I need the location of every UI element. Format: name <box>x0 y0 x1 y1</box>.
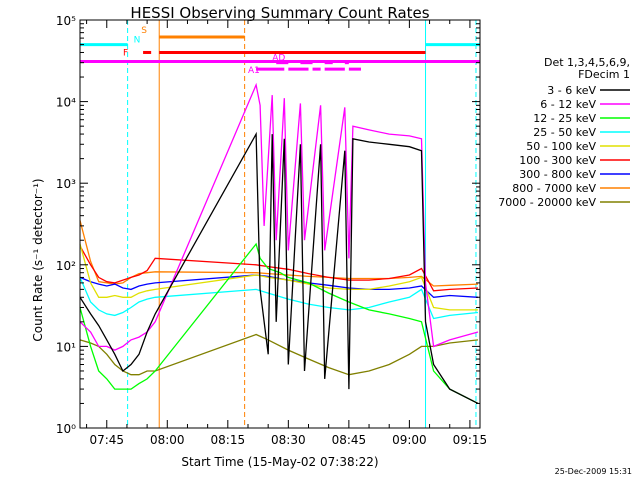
x-tick-label: 09:15 <box>453 433 488 447</box>
legend-label: 300 - 800 keV <box>519 168 596 181</box>
series-line-9 <box>79 131 479 404</box>
legend-label: 7000 - 20000 keV <box>498 196 596 209</box>
legend-label: 50 - 100 keV <box>526 140 596 153</box>
axes: 10⁰ 10¹ 10² 10³ 10⁴ 10⁵ 07:45 08:00 08:15 08:30 08… <box>56 14 487 447</box>
x-tick-label: 08:30 <box>271 433 306 447</box>
legend-label: 6 - 12 keV <box>540 98 596 111</box>
x-tick-label: 08:15 <box>211 433 246 447</box>
x-tick-label: 07:45 <box>89 433 124 447</box>
flag-label-s: S <box>141 26 147 36</box>
legend-title: Det 1,3,4,5,6,9,FDecim 1 <box>544 56 630 81</box>
y-axis-label: Count Rate (s⁻¹ detector⁻¹) <box>31 178 45 341</box>
series-line-1 <box>79 220 479 287</box>
series-line-7 <box>79 242 479 404</box>
series-line-2 <box>79 245 479 292</box>
x-tick-label: 09:00 <box>392 433 427 447</box>
legend-label: 100 - 300 keV <box>519 154 596 167</box>
chart-title: HESSI Observing Summary Count Rates <box>130 4 429 22</box>
y-tick-label: 10³ <box>56 177 76 191</box>
flag-label-ad: AD <box>272 54 285 64</box>
flag-label-f: F <box>123 48 128 58</box>
series-line-6 <box>79 333 479 376</box>
x-axis-label: Start Time (15-May-02 07:38:22) <box>181 455 378 469</box>
x-tick-label: 08:45 <box>332 433 367 447</box>
legend-label: 800 - 7000 keV <box>512 182 596 195</box>
y-tick-label: 10² <box>56 259 76 273</box>
series-line-3 <box>79 274 479 298</box>
y-tick-label: 10⁵ <box>56 14 76 28</box>
legend-label: 25 - 50 keV <box>533 126 596 139</box>
y-tick-label: 10¹ <box>56 340 76 354</box>
footer-date: 25-Dec-2009 15:31 <box>555 467 632 476</box>
flag-label-n: N <box>134 36 141 46</box>
series-line-8 <box>79 82 479 351</box>
plot-frame <box>79 19 481 429</box>
legend-title-line: Det 1,3,4,5,6,9, <box>544 56 630 69</box>
legend-label: 3 - 6 keV <box>547 84 596 97</box>
x-tick-label: 08:00 <box>150 433 185 447</box>
series-line-5 <box>79 277 479 320</box>
flag-label-a1: A1 <box>248 66 260 76</box>
series-line-4 <box>79 243 478 311</box>
y-tick-label: 10⁰ <box>56 422 76 436</box>
y-tick-label: 10⁴ <box>56 96 76 110</box>
flag-bars: NS F AD A1 <box>80 26 480 76</box>
vertical-markers <box>127 20 477 428</box>
legend-label: 12 - 25 keV <box>533 112 596 125</box>
series-group <box>79 82 479 404</box>
legend-title-line: FDecim 1 <box>578 68 630 81</box>
